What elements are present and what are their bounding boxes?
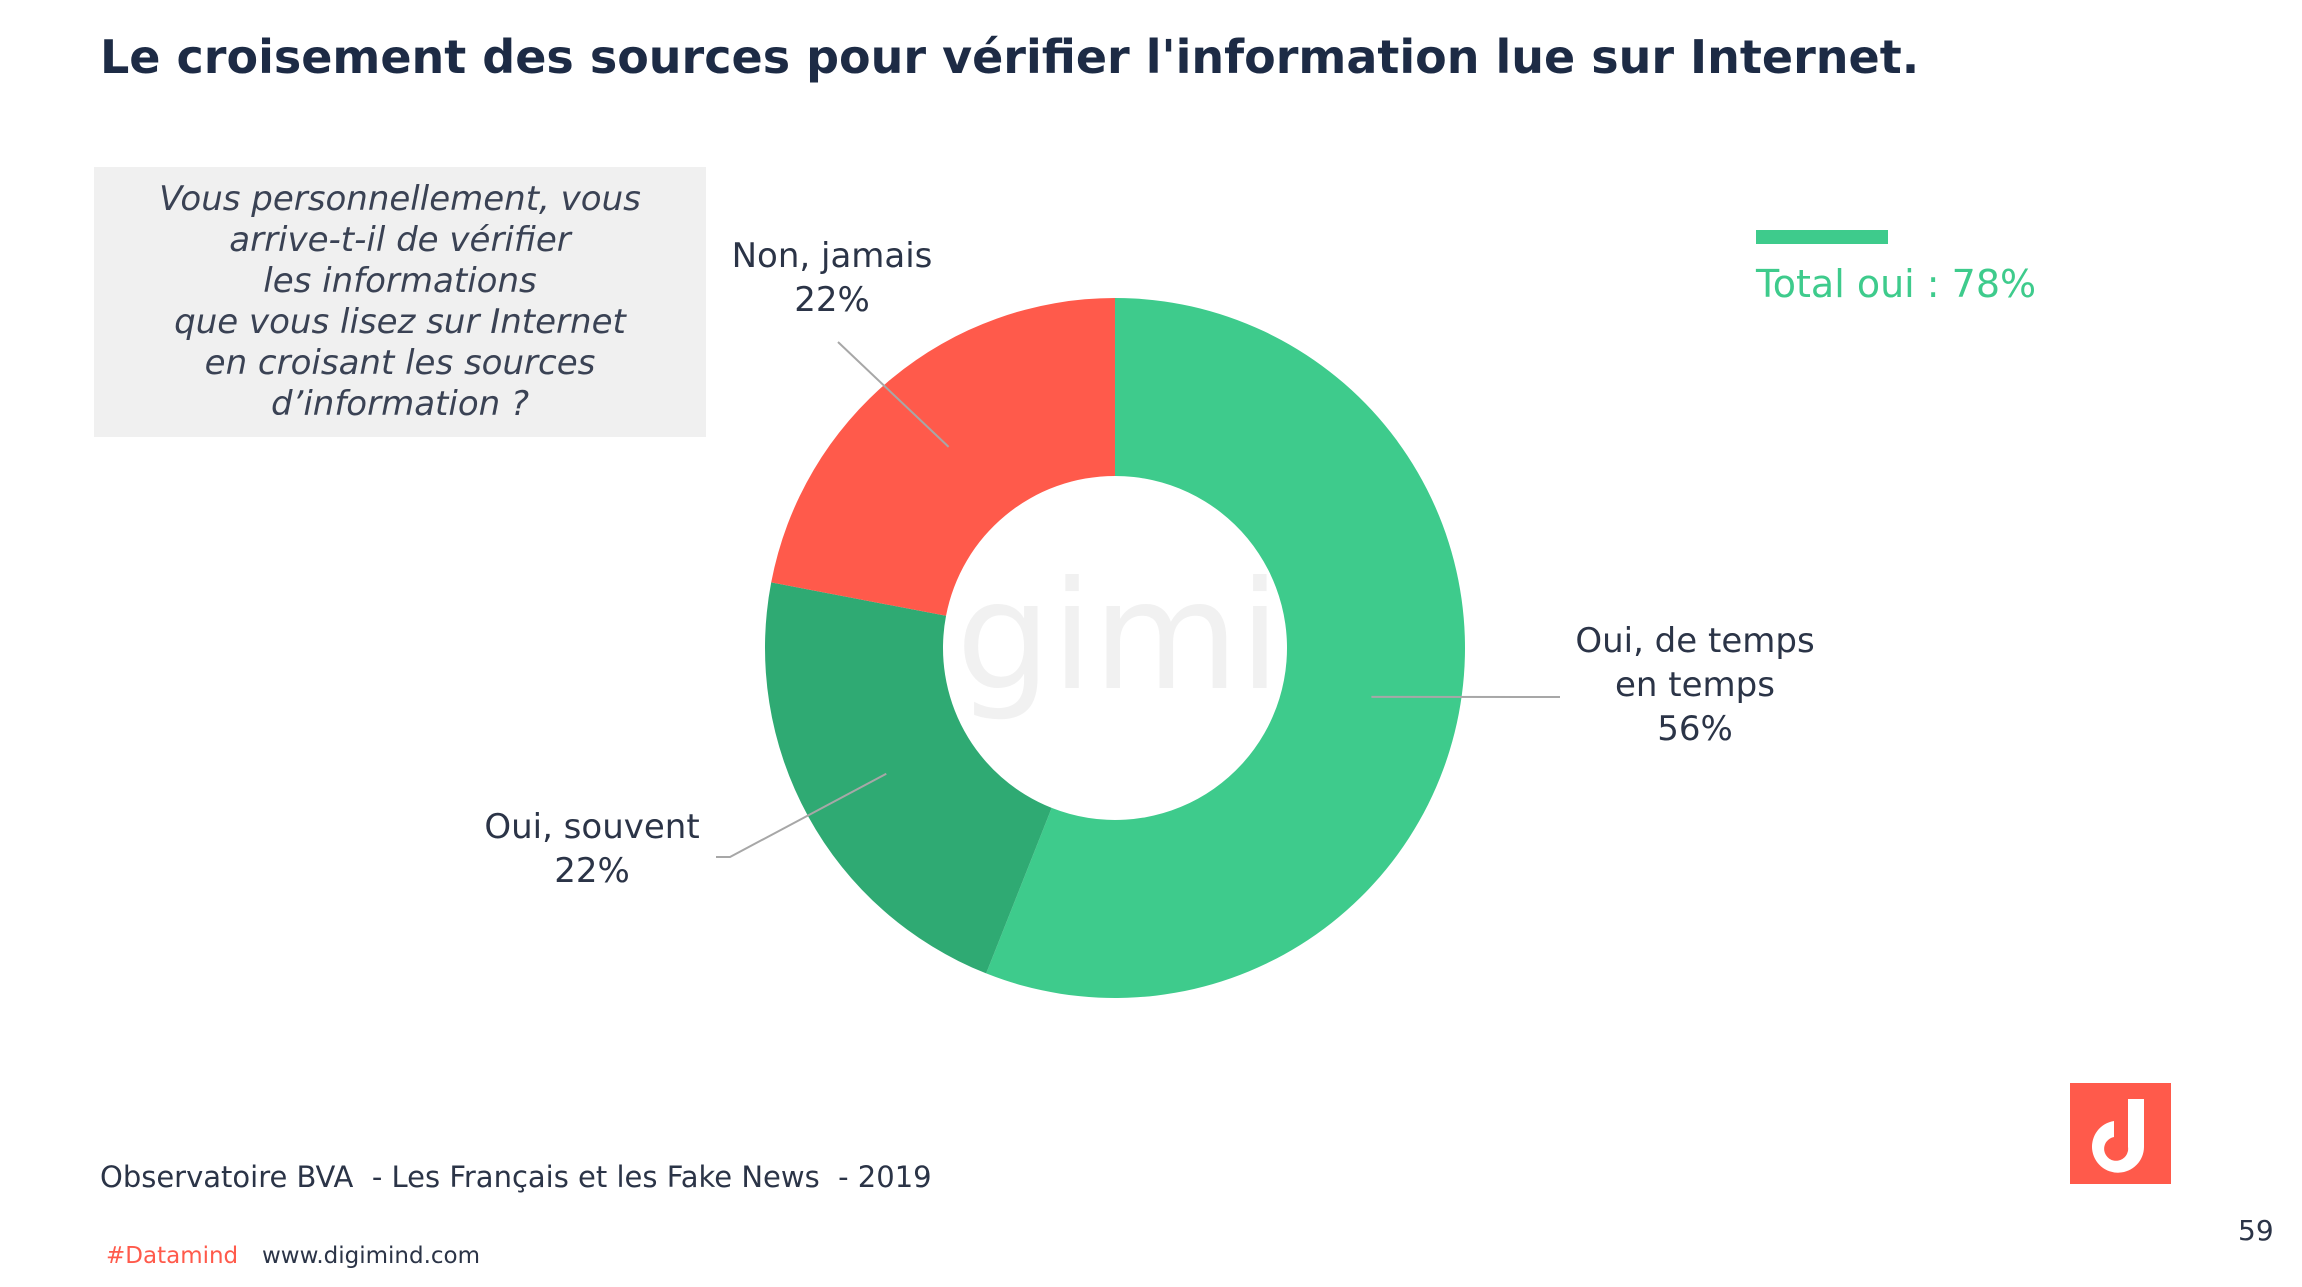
digimind-logo-icon [2070,1083,2171,1184]
total-oui-label: Total oui : 78% [1756,262,2037,306]
slice-value-label: 56% [1657,709,1733,749]
slice-value-label: 22% [554,851,630,891]
question-box: Vous personnellement, vous arrive-t-il d… [94,167,706,437]
page-title: Le croisement des sources pour vérifier … [100,30,1920,84]
question-line: que vous lisez sur Internet [174,302,626,342]
question-line: arrive-t-il de vérifier [229,220,571,260]
hashtag-label: #Datamind [106,1243,239,1269]
slice-category-label: Oui, souvent [484,807,699,847]
total-indicator-bar [1756,230,1888,244]
slice-category-label: en temps [1615,665,1775,705]
question-line: les informations [263,261,537,301]
donut-slice [986,298,1466,998]
website-url: www.digimind.com [262,1243,481,1269]
leader-line [837,341,950,448]
donut-slice [771,298,1115,616]
slice-category-label: Oui, de temps [1575,621,1814,661]
slice-category-label: Non, jamais [732,236,933,276]
question-line: d’information ? [270,384,530,424]
page-number: 59 [2238,1214,2274,1247]
source-caption: Observatoire BVA - Les Français et les F… [100,1160,932,1194]
question-line: en croisant les sources [204,343,596,383]
question-line: Vous personnellement, vous [159,179,641,219]
donut-slice [765,582,1052,974]
slice-value-label: 22% [794,280,870,320]
leader-line [716,772,887,858]
